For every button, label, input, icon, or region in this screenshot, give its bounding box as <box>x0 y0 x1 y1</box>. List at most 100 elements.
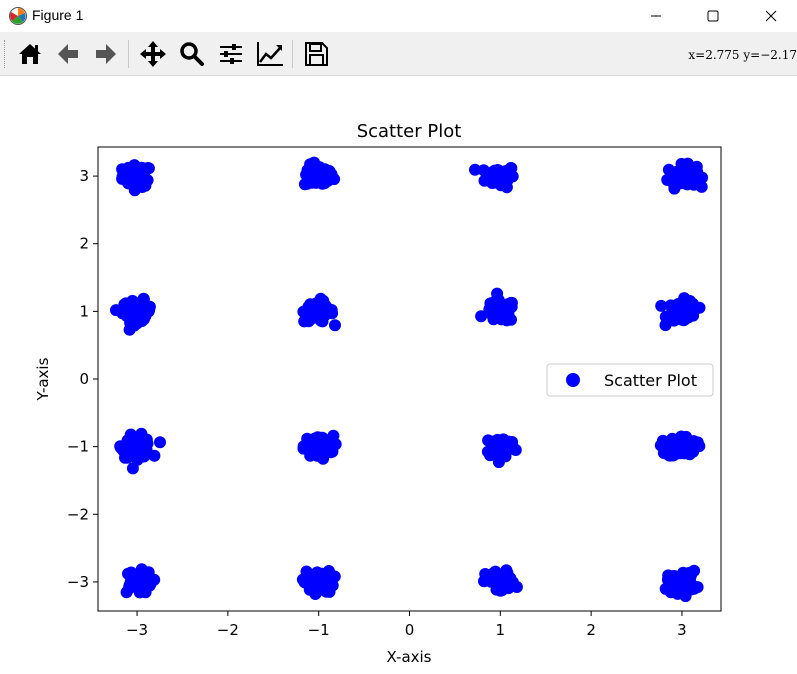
chart-title: Scatter Plot <box>357 121 462 142</box>
data-point <box>510 581 523 593</box>
data-point <box>502 582 515 595</box>
line-chart-icon <box>257 42 283 66</box>
arrow-left-icon <box>58 44 78 64</box>
data-point <box>309 588 322 600</box>
data-point <box>308 436 321 449</box>
configure-subplots-button[interactable] <box>215 38 247 70</box>
figure-canvas[interactable]: Scatter Plot −3 −2 −1 0 1 2 3 −3 −2 −1 0 1 2 3 X-axi… <box>0 76 797 674</box>
navigation-toolbar: x=2.775 y=−2.17 <box>0 32 797 76</box>
y-axis-ticks: −3 −2 −1 0 1 2 3 <box>67 167 98 591</box>
data-point <box>667 573 680 586</box>
data-point <box>148 449 161 462</box>
edit-axis-button[interactable] <box>254 38 286 70</box>
y-tick-label: 2 <box>79 235 89 253</box>
data-point <box>142 304 155 317</box>
x-tick-label: −1 <box>308 621 330 639</box>
data-point <box>664 586 677 599</box>
sliders-icon <box>220 44 242 64</box>
data-point <box>126 439 138 452</box>
data-point <box>492 456 505 469</box>
data-point <box>684 295 696 307</box>
legend-box <box>546 363 714 397</box>
forward-button[interactable] <box>90 38 122 70</box>
data-point <box>309 577 322 590</box>
arrow-right-icon <box>96 44 116 64</box>
data-point <box>497 170 510 183</box>
data-point <box>490 445 503 457</box>
data-point <box>676 302 689 315</box>
data-point <box>677 566 690 579</box>
y-tick-label: 0 <box>79 370 89 388</box>
home-button[interactable] <box>14 38 46 70</box>
data-point <box>137 313 150 326</box>
data-point <box>696 171 709 184</box>
back-button[interactable] <box>52 38 84 70</box>
legend-entry-label: Scatter Plot <box>604 371 697 390</box>
data-point <box>327 429 340 442</box>
data-point <box>131 302 144 315</box>
data-point <box>690 160 703 173</box>
data-point <box>114 440 127 453</box>
window-title: Figure 1 <box>32 7 84 23</box>
data-point <box>675 313 687 326</box>
x-axis-label: X-axis <box>387 648 432 666</box>
data-point <box>297 442 310 455</box>
data-point <box>668 172 681 185</box>
legend-marker <box>566 373 580 387</box>
home-icon <box>19 44 41 64</box>
data-point <box>322 565 335 577</box>
data-point <box>125 165 138 178</box>
x-tick-label: 1 <box>496 621 506 639</box>
y-tick-label: −2 <box>67 505 89 523</box>
data-point <box>475 310 488 323</box>
matplotlib-icon <box>9 7 27 25</box>
data-point <box>500 181 513 194</box>
y-tick-label: −3 <box>67 573 89 591</box>
data-point <box>122 567 134 580</box>
data-point <box>297 305 310 318</box>
x-tick-label: 3 <box>677 621 687 639</box>
toolbar-grip <box>4 40 7 68</box>
y-tick-label: 1 <box>79 302 89 320</box>
close-button[interactable] <box>748 0 794 32</box>
data-point <box>675 435 688 447</box>
x-axis-ticks: −3 −2 −1 0 1 2 3 <box>126 611 687 639</box>
data-point <box>483 303 496 316</box>
pan-button[interactable] <box>137 38 169 70</box>
data-point <box>136 168 149 181</box>
data-point <box>662 448 675 461</box>
toolbar-separator <box>292 40 293 68</box>
data-point <box>126 462 139 475</box>
data-point <box>124 428 137 441</box>
data-point <box>315 304 328 317</box>
data-point <box>505 313 517 326</box>
data-point <box>679 581 692 594</box>
data-point <box>329 319 341 332</box>
data-point <box>655 299 668 312</box>
data-point <box>691 436 704 449</box>
magnifier-icon <box>180 42 204 66</box>
data-point <box>296 573 309 586</box>
move-icon <box>140 41 166 67</box>
save-button[interactable] <box>300 38 332 70</box>
x-tick-label: −2 <box>217 621 239 639</box>
maximize-icon <box>707 10 719 22</box>
y-tick-label: −1 <box>67 438 89 456</box>
minimize-button[interactable] <box>633 0 679 32</box>
data-point <box>321 171 334 184</box>
data-point <box>502 435 515 448</box>
data-point <box>154 436 166 449</box>
data-point <box>128 576 141 588</box>
data-point <box>488 575 501 588</box>
cursor-coordinates: x=2.775 y=−2.17 <box>688 48 797 62</box>
minimize-icon <box>651 15 661 17</box>
close-icon <box>765 10 777 22</box>
y-axis-label: Y-axis <box>34 357 52 401</box>
x-tick-label: 2 <box>586 621 596 639</box>
window-titlebar: Figure 1 <box>0 0 797 32</box>
scatter-chart: Scatter Plot −3 −2 −1 0 1 2 3 −3 −2 −1 0 1 2 3 X-axi… <box>34 121 722 666</box>
data-point <box>656 434 669 447</box>
data-point <box>685 307 698 319</box>
maximize-button[interactable] <box>690 0 736 32</box>
zoom-button[interactable] <box>176 38 208 70</box>
